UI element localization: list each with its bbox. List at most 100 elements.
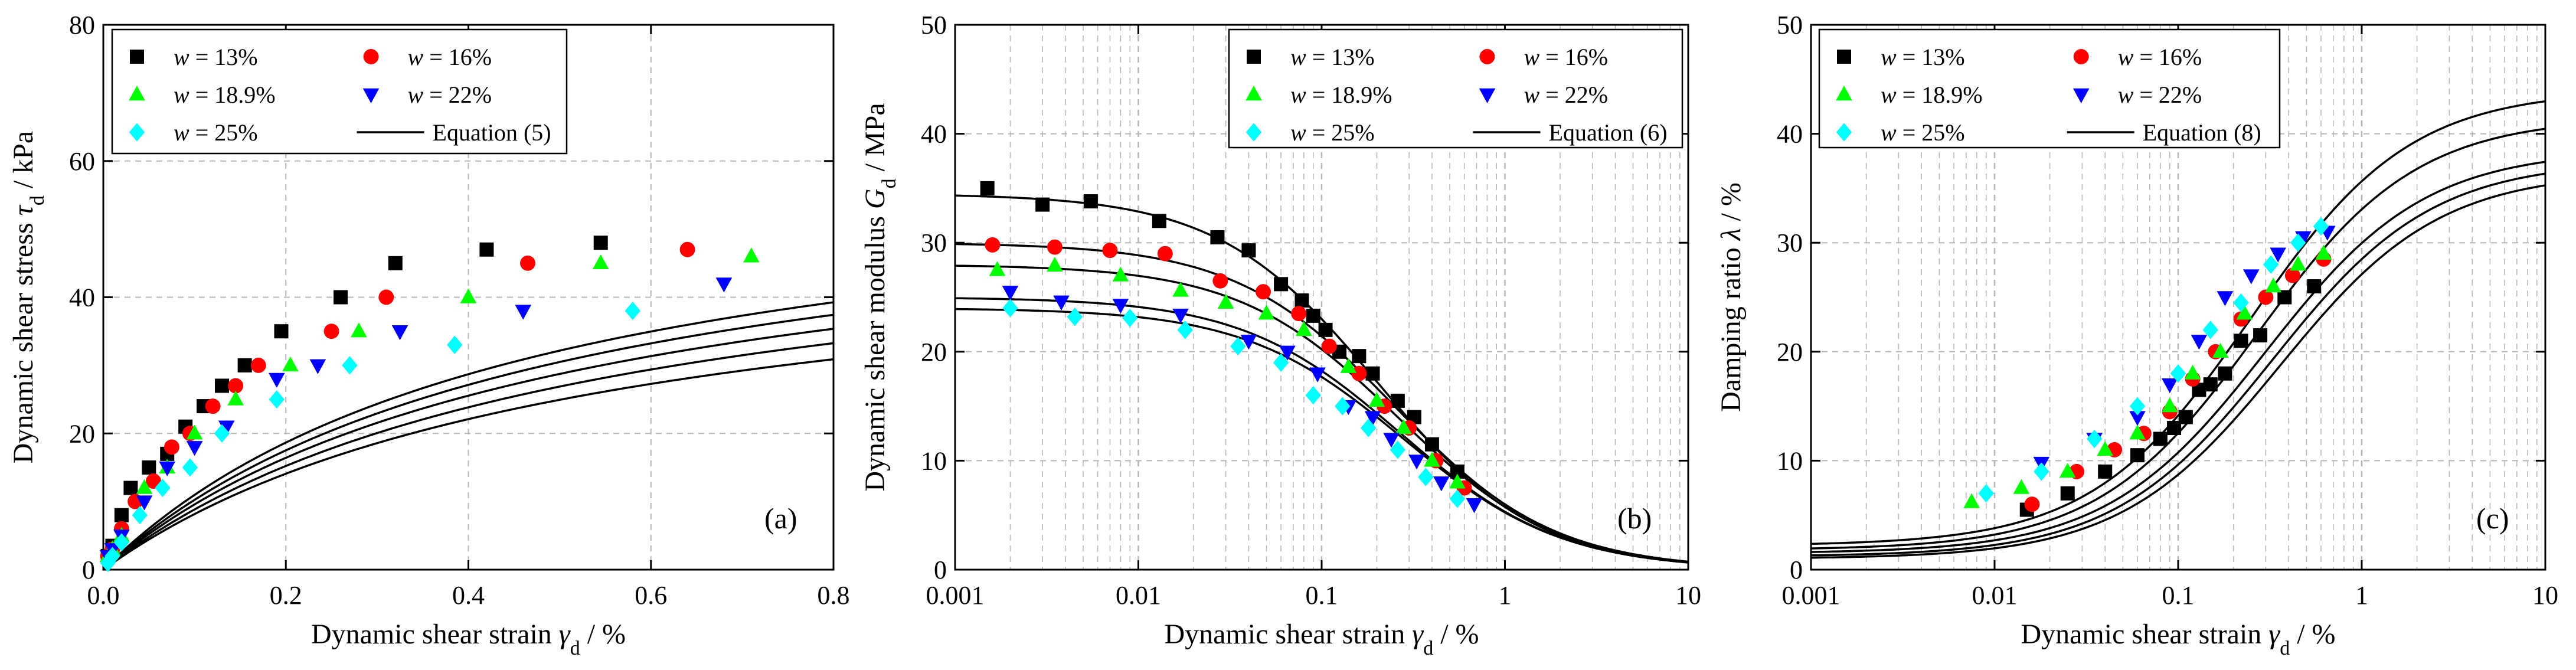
x-tick-label: 0.001 bbox=[926, 581, 985, 610]
data-point bbox=[2170, 364, 2186, 383]
data-point bbox=[227, 390, 244, 406]
data-point bbox=[460, 288, 477, 303]
y-tick-label: 10 bbox=[921, 446, 947, 475]
data-point bbox=[1230, 336, 1246, 356]
data-point bbox=[2059, 462, 2076, 478]
data-point bbox=[1152, 214, 1166, 228]
x-axis-label: Dynamic shear strain γd / % bbox=[311, 619, 626, 659]
chart-panel-1: 0.0 0.2 0.4 0.6 0.8 0 20 40 60 80 Dynamic shear st… bbox=[8, 11, 850, 659]
data-point bbox=[520, 255, 535, 271]
data-point bbox=[186, 441, 203, 456]
legend-marker bbox=[362, 88, 380, 103]
series-5 bbox=[1978, 217, 2329, 503]
fit-curve bbox=[102, 358, 834, 571]
data-point bbox=[1112, 266, 1129, 282]
x-tick-label: 10 bbox=[2532, 581, 2558, 610]
fit-curve bbox=[102, 328, 834, 571]
data-point bbox=[1053, 295, 1070, 311]
data-point bbox=[1273, 353, 1289, 372]
legend: w = 13% w = 16% w = 18.9% w = 22% w = 25% Equ… bbox=[1818, 28, 2281, 149]
legend-label: w = 13% bbox=[1290, 44, 1375, 70]
legend-marker bbox=[1836, 123, 1852, 142]
x-tick-label: 1 bbox=[1499, 581, 1512, 610]
data-point bbox=[274, 324, 289, 339]
legend-label: Equation (8) bbox=[2143, 119, 2261, 146]
data-point bbox=[1361, 419, 1377, 437]
legend-label: w = 25% bbox=[1290, 119, 1375, 146]
data-point bbox=[2265, 277, 2282, 293]
data-point bbox=[2290, 256, 2306, 271]
data-point bbox=[215, 378, 230, 393]
data-point bbox=[479, 242, 494, 257]
data-point bbox=[2191, 335, 2208, 350]
y-tick-label: 50 bbox=[1777, 11, 1803, 40]
data-point bbox=[2129, 411, 2146, 426]
data-point bbox=[1177, 321, 1193, 339]
y-tick-label: 40 bbox=[69, 283, 95, 312]
panel-label: (b) bbox=[1617, 502, 1652, 535]
data-point bbox=[1433, 476, 1450, 492]
data-point bbox=[1002, 286, 1019, 301]
data-point bbox=[159, 461, 176, 476]
x-tick-label: 0.0 bbox=[87, 581, 120, 610]
data-point bbox=[136, 479, 153, 494]
data-point bbox=[342, 356, 358, 375]
legend-label: w = 22% bbox=[408, 81, 492, 108]
data-point bbox=[2253, 328, 2268, 343]
series-3 bbox=[989, 256, 1466, 489]
data-point bbox=[309, 359, 326, 374]
data-point bbox=[1368, 391, 1385, 407]
data-point bbox=[2153, 432, 2168, 446]
data-point bbox=[123, 481, 138, 495]
legend-marker bbox=[2073, 49, 2089, 64]
legend-label: w = 16% bbox=[408, 44, 492, 70]
data-point bbox=[2258, 289, 2274, 305]
data-point bbox=[164, 439, 179, 455]
data-point bbox=[715, 277, 733, 293]
y-tick-label: 0 bbox=[82, 555, 95, 584]
data-point bbox=[2097, 440, 2114, 456]
data-point bbox=[2218, 366, 2232, 381]
y-tick-label: 0 bbox=[934, 555, 947, 584]
data-point bbox=[1351, 365, 1367, 381]
data-point bbox=[1274, 277, 1289, 292]
data-point bbox=[1978, 484, 1994, 503]
legend-label: w = 22% bbox=[1524, 81, 1609, 108]
y-axis-label: Dynamic shear stress τd / kPa bbox=[8, 131, 48, 463]
data-point bbox=[1083, 194, 1098, 209]
data-point bbox=[1424, 452, 1440, 467]
data-point bbox=[1047, 239, 1063, 255]
data-point bbox=[2087, 429, 2103, 449]
y-tick-label: 40 bbox=[1777, 120, 1803, 149]
data-point bbox=[269, 390, 285, 409]
data-point bbox=[2129, 424, 2146, 440]
series-1 bbox=[2019, 279, 2322, 517]
data-point bbox=[2233, 293, 2249, 312]
data-point bbox=[2270, 247, 2287, 263]
series-5 bbox=[1002, 299, 1466, 508]
legend-marker bbox=[1836, 86, 1852, 101]
data-point bbox=[351, 322, 367, 338]
data-point bbox=[1047, 256, 1063, 272]
data-point bbox=[1035, 197, 1050, 212]
data-point bbox=[214, 424, 230, 443]
fit-curve bbox=[1810, 100, 2546, 545]
data-point bbox=[1157, 246, 1173, 262]
legend-box bbox=[1228, 28, 1683, 149]
y-tick-label: 0 bbox=[1790, 555, 1803, 584]
data-point bbox=[2184, 364, 2201, 380]
legend-marker bbox=[1247, 50, 1261, 64]
data-point bbox=[388, 256, 403, 270]
data-point bbox=[2284, 267, 2300, 283]
data-point bbox=[679, 241, 695, 257]
data-point bbox=[2060, 486, 2075, 501]
legend-label: w = 13% bbox=[1881, 44, 1965, 70]
data-point bbox=[1002, 299, 1018, 318]
legend: w = 13% w = 16% w = 18.9% w = 22% w = 25% Equ… bbox=[1228, 28, 1683, 149]
legend-marker bbox=[130, 50, 144, 64]
y-tick-label: 30 bbox=[1777, 228, 1803, 257]
data-point bbox=[447, 335, 463, 354]
data-point bbox=[2013, 479, 2030, 494]
y-tick-label: 50 bbox=[921, 11, 947, 40]
data-point bbox=[2236, 305, 2253, 320]
